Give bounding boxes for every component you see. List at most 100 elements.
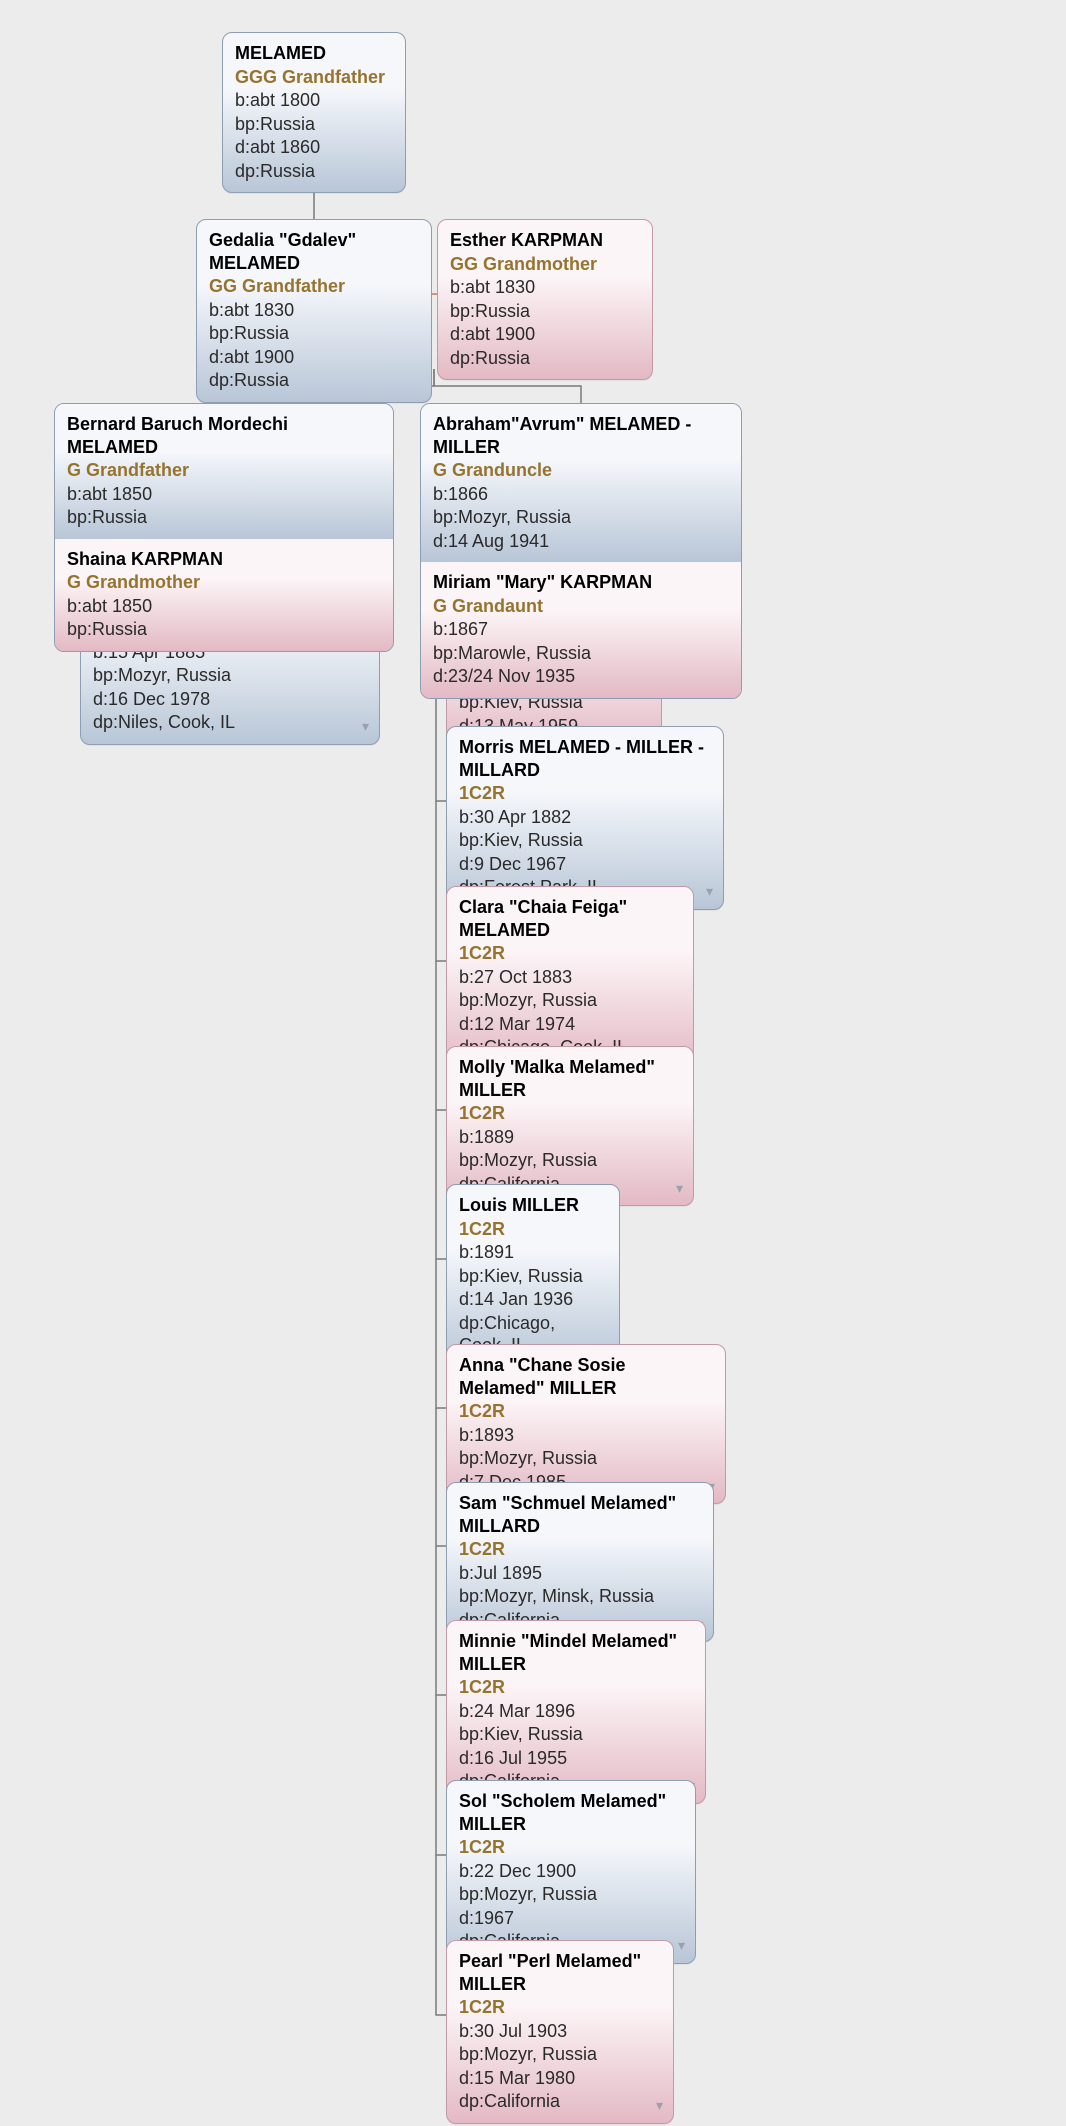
person-detail: b:22 Dec 1900 (459, 1860, 683, 1883)
person-detail: bp:Mozyr, Russia (459, 1149, 681, 1172)
person-name: Pearl "Perl Melamed" MILLER (459, 1950, 661, 1995)
person-relation: G Grandmother (67, 571, 381, 594)
person-detail: d:abt 1900 (450, 323, 640, 346)
person-detail: bp:Russia (67, 506, 381, 529)
person-name: Morris MELAMED - MILLER - MILLARD (459, 736, 711, 781)
person-detail: d:23/24 Nov 1935 (433, 665, 729, 688)
person-relation: 1C2R (459, 1102, 681, 1125)
person-card[interactable]: Clara "Chaia Feiga" MELAMED1C2Rb:27 Oct … (446, 886, 694, 1070)
person-card[interactable]: Anna "Chane Sosie Melamed" MILLER1C2Rb:1… (446, 1344, 726, 1504)
person-relation: G Grandfather (67, 459, 381, 482)
person-detail: bp:Kiev, Russia (459, 829, 711, 852)
person-detail: dp:California (459, 2090, 661, 2113)
tree-canvas: MELAMEDGGG Grandfatherb:abt 1800bp:Russi… (0, 0, 1066, 2126)
person-detail: d:1967 (459, 1907, 683, 1930)
person-detail: d:9 Dec 1967 (459, 853, 711, 876)
person-detail: b:abt 1800 (235, 89, 393, 112)
person-relation: 1C2R (459, 1400, 713, 1423)
person-detail: d:abt 1900 (209, 346, 419, 369)
person-name: Anna "Chane Sosie Melamed" MILLER (459, 1354, 713, 1399)
person-name: Miriam "Mary" KARPMAN (433, 571, 729, 594)
person-detail: bp:Russia (450, 300, 640, 323)
person-name: Clara "Chaia Feiga" MELAMED (459, 896, 681, 941)
person-card[interactable]: Sam "Schmuel Melamed" MILLARD1C2Rb:Jul 1… (446, 1482, 714, 1642)
person-detail: b:1891 (459, 1241, 607, 1264)
person-detail: b:abt 1850 (67, 595, 381, 618)
person-detail: b:abt 1830 (209, 299, 419, 322)
person-detail: bp:Marowle, Russia (433, 642, 729, 665)
person-detail: b:1889 (459, 1126, 681, 1149)
expand-chevron-icon[interactable]: ▾ (676, 1180, 683, 1198)
person-card[interactable]: MELAMEDGGG Grandfatherb:abt 1800bp:Russi… (222, 32, 406, 193)
person-detail: b:30 Apr 1882 (459, 806, 711, 829)
person-relation: G Granduncle (433, 459, 729, 482)
person-name: Molly 'Malka Melamed" MILLER (459, 1056, 681, 1101)
person-detail: dp:Russia (450, 347, 640, 370)
person-name: Bernard Baruch Mordechi MELAMED (67, 413, 381, 458)
person-detail: dp:Niles, Cook, IL (93, 711, 367, 734)
person-relation: G Grandaunt (433, 595, 729, 618)
person-card[interactable]: Sol "Scholem Melamed" MILLER1C2Rb:22 Dec… (446, 1780, 696, 1964)
person-detail: b:30 Jul 1903 (459, 2020, 661, 2043)
person-name: Gedalia "Gdalev" MELAMED (209, 229, 419, 274)
person-detail: dp:Russia (209, 369, 419, 392)
person-card[interactable]: Gedalia "Gdalev" MELAMEDGG Grandfatherb:… (196, 219, 432, 403)
person-relation: GGG Grandfather (235, 66, 393, 89)
person-detail: d:12 Mar 1974 (459, 1013, 681, 1036)
person-name: Shaina KARPMAN (67, 548, 381, 571)
couple-top: Bernard Baruch Mordechi MELAMEDG Grandfa… (55, 404, 393, 539)
couple-card[interactable]: Abraham"Avrum" MELAMED - MILLERG Grandun… (420, 403, 742, 699)
person-detail: bp:Kiev, Russia (459, 1723, 693, 1746)
expand-chevron-icon[interactable]: ▾ (678, 1937, 685, 1955)
person-detail: b:Jul 1895 (459, 1562, 701, 1585)
person-detail: b:1867 (433, 618, 729, 641)
person-relation: 1C2R (459, 1676, 693, 1699)
person-detail: d:16 Dec 1978 (93, 688, 367, 711)
person-name: Esther KARPMAN (450, 229, 640, 252)
person-detail: bp:Mozyr, Russia (459, 989, 681, 1012)
person-detail: bp:Mozyr, Minsk, Russia (459, 1585, 701, 1608)
person-name: Minnie "Mindel Melamed" MILLER (459, 1630, 693, 1675)
person-relation: 1C2R (459, 1218, 607, 1241)
person-relation: 1C2R (459, 1836, 683, 1859)
couple-bottom: Shaina KARPMANG Grandmotherb:abt 1850bp:… (55, 539, 393, 651)
person-detail: bp:Russia (235, 113, 393, 136)
person-detail: b:abt 1850 (67, 483, 381, 506)
couple-card[interactable]: Bernard Baruch Mordechi MELAMEDG Grandfa… (54, 403, 394, 652)
couple-bottom: Miriam "Mary" KARPMANG Grandauntb:1867bp… (421, 562, 741, 698)
person-detail: bp:Mozyr, Russia (459, 2043, 661, 2066)
person-detail: b:27 Oct 1883 (459, 966, 681, 989)
expand-chevron-icon[interactable]: ▾ (656, 2097, 663, 2115)
person-relation: 1C2R (459, 782, 711, 805)
person-name: Sol "Scholem Melamed" MILLER (459, 1790, 683, 1835)
person-detail: d:16 Jul 1955 (459, 1747, 693, 1770)
couple-top: Abraham"Avrum" MELAMED - MILLERG Grandun… (421, 404, 741, 562)
person-name: Abraham"Avrum" MELAMED - MILLER (433, 413, 729, 458)
person-relation: 1C2R (459, 1996, 661, 2019)
expand-chevron-icon[interactable]: ▾ (706, 883, 713, 901)
person-detail: bp:Russia (67, 618, 381, 641)
person-detail: bp:Mozyr, Russia (433, 506, 729, 529)
person-relation: 1C2R (459, 942, 681, 965)
person-detail: b:24 Mar 1896 (459, 1700, 693, 1723)
expand-chevron-icon[interactable]: ▾ (362, 718, 369, 736)
person-name: MELAMED (235, 42, 393, 65)
person-card[interactable]: Molly 'Malka Melamed" MILLER1C2Rb:1889bp… (446, 1046, 694, 1206)
person-detail: bp:Mozyr, Russia (93, 664, 367, 687)
person-card[interactable]: Morris MELAMED - MILLER - MILLARD1C2Rb:3… (446, 726, 724, 910)
person-card[interactable]: Esther KARPMANGG Grandmotherb:abt 1830bp… (437, 219, 653, 380)
person-detail: b:1866 (433, 483, 729, 506)
person-relation: GG Grandfather (209, 275, 419, 298)
person-detail: bp:Russia (209, 322, 419, 345)
person-detail: b:1893 (459, 1424, 713, 1447)
person-relation: GG Grandmother (450, 253, 640, 276)
person-detail: d:15 Mar 1980 (459, 2067, 661, 2090)
person-detail: dp:Russia (235, 160, 393, 183)
person-card[interactable]: Louis MILLER1C2Rb:1891bp:Kiev, Russiad:1… (446, 1184, 620, 1368)
person-detail: d:abt 1860 (235, 136, 393, 159)
person-card[interactable]: Pearl "Perl Melamed" MILLER1C2Rb:30 Jul … (446, 1940, 674, 2124)
person-name: Louis MILLER (459, 1194, 607, 1217)
person-card[interactable]: Minnie "Mindel Melamed" MILLER1C2Rb:24 M… (446, 1620, 706, 1804)
person-detail: bp:Kiev, Russia (459, 1265, 607, 1288)
person-name: Sam "Schmuel Melamed" MILLARD (459, 1492, 701, 1537)
